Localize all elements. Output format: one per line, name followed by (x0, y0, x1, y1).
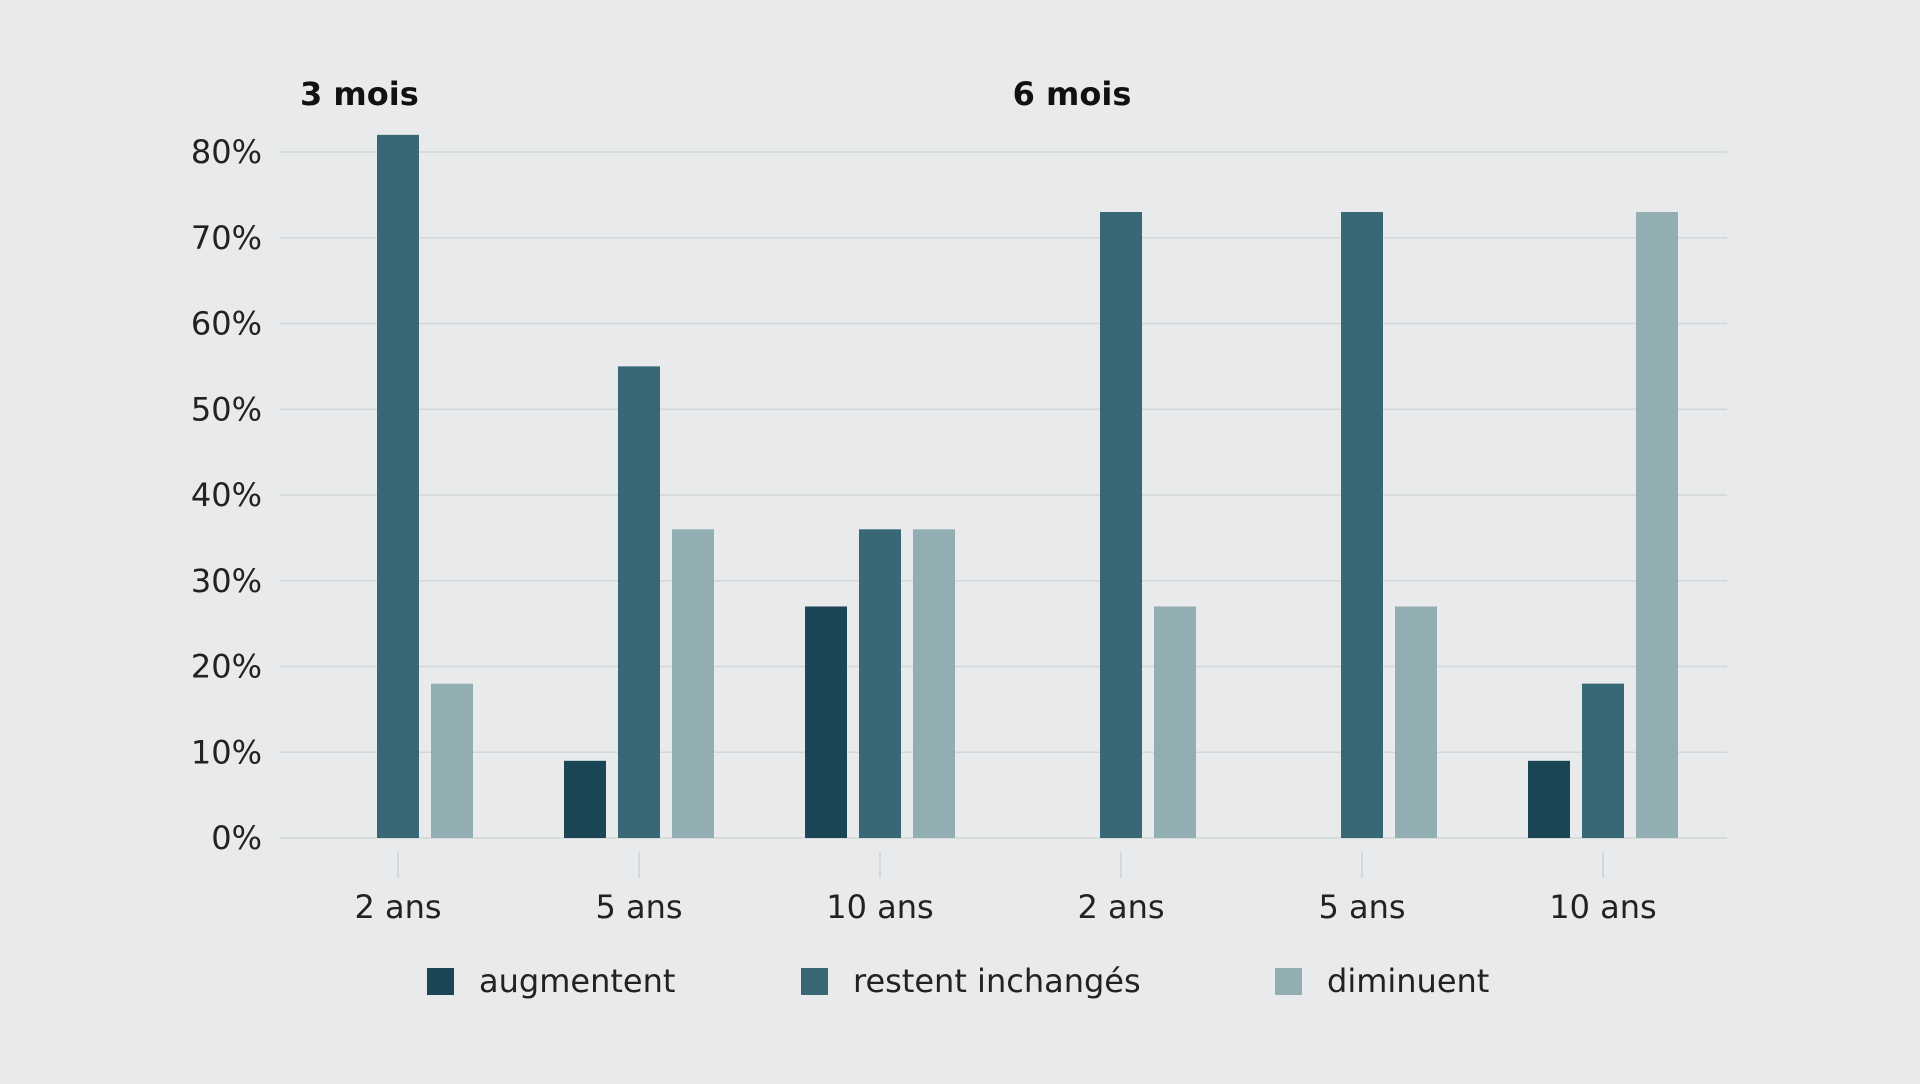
gridlines (280, 151, 1727, 839)
group-title: 6 mois (1013, 75, 1132, 113)
bar (377, 134, 419, 839)
y-tick-label: 0% (211, 819, 262, 857)
x-tick-label: 10 ans (1549, 888, 1656, 926)
y-tick-label: 20% (191, 648, 262, 686)
legend: augmentent restent inchangés diminuent (427, 962, 1489, 1000)
y-axis-ticks: 0% 10% 20% 30% 40% 50% 60% 70% 80% (191, 133, 262, 857)
bar (672, 529, 714, 838)
legend-label: restent inchangés (853, 962, 1141, 1000)
y-tick-label: 30% (191, 562, 262, 600)
x-tick-label: 2 ans (354, 888, 441, 926)
y-tick-label: 10% (191, 733, 262, 771)
bar (564, 760, 606, 838)
bar (1395, 606, 1437, 838)
legend-swatch (1275, 968, 1302, 995)
x-axis-ticks: 2 ans 5 ans 10 ans 2 ans 5 ans 10 ans (354, 852, 1657, 926)
bar (1528, 760, 1570, 838)
x-tick-label: 10 ans (826, 888, 933, 926)
y-tick-label: 50% (191, 390, 262, 428)
bar (1341, 212, 1383, 838)
y-tick-label: 70% (191, 219, 262, 257)
legend-swatch (427, 968, 454, 995)
bar (913, 529, 955, 838)
x-tick-label: 5 ans (1318, 888, 1405, 926)
bar (1154, 606, 1196, 838)
bar (618, 366, 660, 838)
bars (377, 134, 1678, 839)
legend-label: augmentent (479, 962, 675, 1000)
bar (431, 683, 473, 838)
group-titles: 3 mois 6 mois (300, 75, 1131, 113)
bar (1582, 683, 1624, 838)
group-title: 3 mois (300, 75, 419, 113)
bar (1636, 212, 1678, 838)
bar (859, 529, 901, 838)
bar (805, 606, 847, 838)
legend-swatch (801, 968, 828, 995)
bar (1100, 212, 1142, 838)
y-tick-label: 60% (191, 305, 262, 343)
x-tick-label: 2 ans (1077, 888, 1164, 926)
y-tick-label: 40% (191, 476, 262, 514)
x-tick-label: 5 ans (595, 888, 682, 926)
legend-label: diminuent (1327, 962, 1489, 1000)
y-tick-label: 80% (191, 133, 262, 171)
